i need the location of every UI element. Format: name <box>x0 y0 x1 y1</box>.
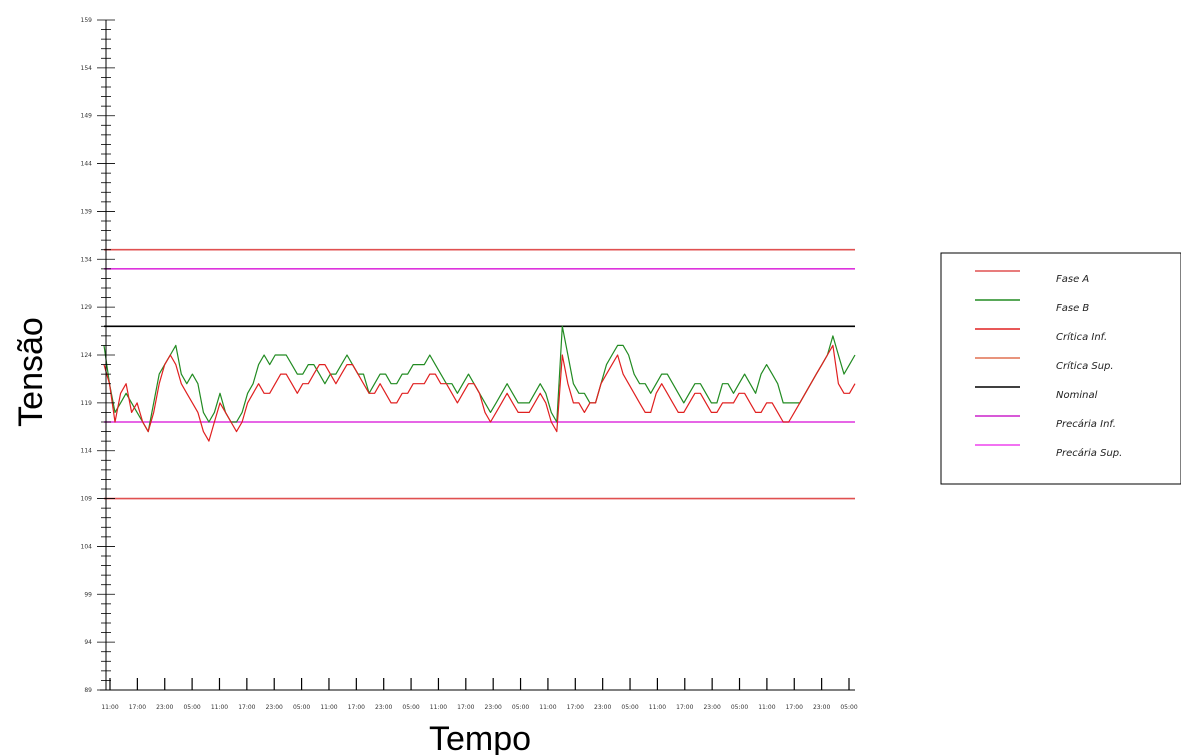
y-tick-label: 139 <box>81 208 93 215</box>
series-lines <box>103 325 856 442</box>
y-tick-label: 134 <box>81 256 93 263</box>
x-tick-label: 23:00 <box>375 704 392 711</box>
x-tick-label: 23:00 <box>703 704 720 711</box>
x-tick-label: 11:00 <box>539 704 556 711</box>
x-tick-label: 11:00 <box>211 704 228 711</box>
y-tick-label: 149 <box>81 113 93 120</box>
y-tick-label: 99 <box>84 591 92 598</box>
x-tick-label: 23:00 <box>156 704 173 711</box>
reference-lines <box>104 248 855 500</box>
x-tick-label: 11:00 <box>320 704 337 711</box>
y-tick-label: 154 <box>81 65 93 72</box>
x-tick-label: 17:00 <box>457 704 474 711</box>
x-tick-label: 23:00 <box>813 704 830 711</box>
legend-label: Crítica Sup. <box>1056 360 1114 372</box>
x-tick-label: 05:00 <box>183 704 200 711</box>
x-tick-label: 17:00 <box>786 704 803 711</box>
x-tick-label: 05:00 <box>621 704 638 711</box>
legend-label: Precária Sup. <box>1056 447 1122 459</box>
x-tick-label: 05:00 <box>512 704 529 711</box>
legend-label: Fase A <box>1056 274 1089 285</box>
y-axis-title: Tensão <box>12 317 50 427</box>
legend-label: Crítica Inf. <box>1056 331 1107 343</box>
x-tick-label: 11:00 <box>101 704 118 711</box>
legend-label: Precária Inf. <box>1056 418 1116 430</box>
y-tick-label: 104 <box>81 543 93 550</box>
x-axis-title: Tempo <box>429 720 531 755</box>
x-tick-label: 23:00 <box>485 704 502 711</box>
y-tick-label: 129 <box>81 304 93 311</box>
x-tick-label: 17:00 <box>129 704 146 711</box>
y-tick-label: 89 <box>84 687 92 694</box>
x-tick-label: 23:00 <box>266 704 283 711</box>
x-axis: 11:00 17:00 23:00 05:00 11:00 17:00 23:00 05:00… <box>100 678 858 711</box>
legend-label: Nominal <box>1056 390 1098 401</box>
y-tick-label: 144 <box>81 161 93 168</box>
series-fase-a <box>103 344 856 442</box>
x-tick-label: 11:00 <box>758 704 775 711</box>
y-tick-label: 109 <box>81 496 93 503</box>
x-tick-label: 23:00 <box>594 704 611 711</box>
y-tick-label: 124 <box>81 352 93 359</box>
y-tick-label: 119 <box>81 400 93 407</box>
x-tick-label: 17:00 <box>676 704 693 711</box>
x-tick-label: 11:00 <box>649 704 666 711</box>
y-tick-label: 94 <box>84 639 92 646</box>
x-tick-label: 17:00 <box>348 704 365 711</box>
x-tick-label: 11:00 <box>430 704 447 711</box>
y-tick-label: 159 <box>81 17 93 24</box>
x-tick-label: 17:00 <box>567 704 584 711</box>
x-tick-label: 05:00 <box>402 704 419 711</box>
x-tick-label: 05:00 <box>840 704 857 711</box>
x-tick-label: 05:00 <box>293 704 310 711</box>
x-tick-label: 17:00 <box>238 704 255 711</box>
y-axis: 89 94 99 104 109 114 119 124 129 134 139 144 149 154 1… <box>81 17 115 694</box>
legend-items: Fase A Fase B Crítica Inf. Crítica Sup. Nomi… <box>975 270 1122 459</box>
y-tick-label: 114 <box>81 448 93 455</box>
x-tick-label: 05:00 <box>731 704 748 711</box>
legend-label: Fase B <box>1056 303 1089 314</box>
legend: Fase A Fase B Crítica Inf. Crítica Sup. Nomi… <box>940 252 1181 485</box>
